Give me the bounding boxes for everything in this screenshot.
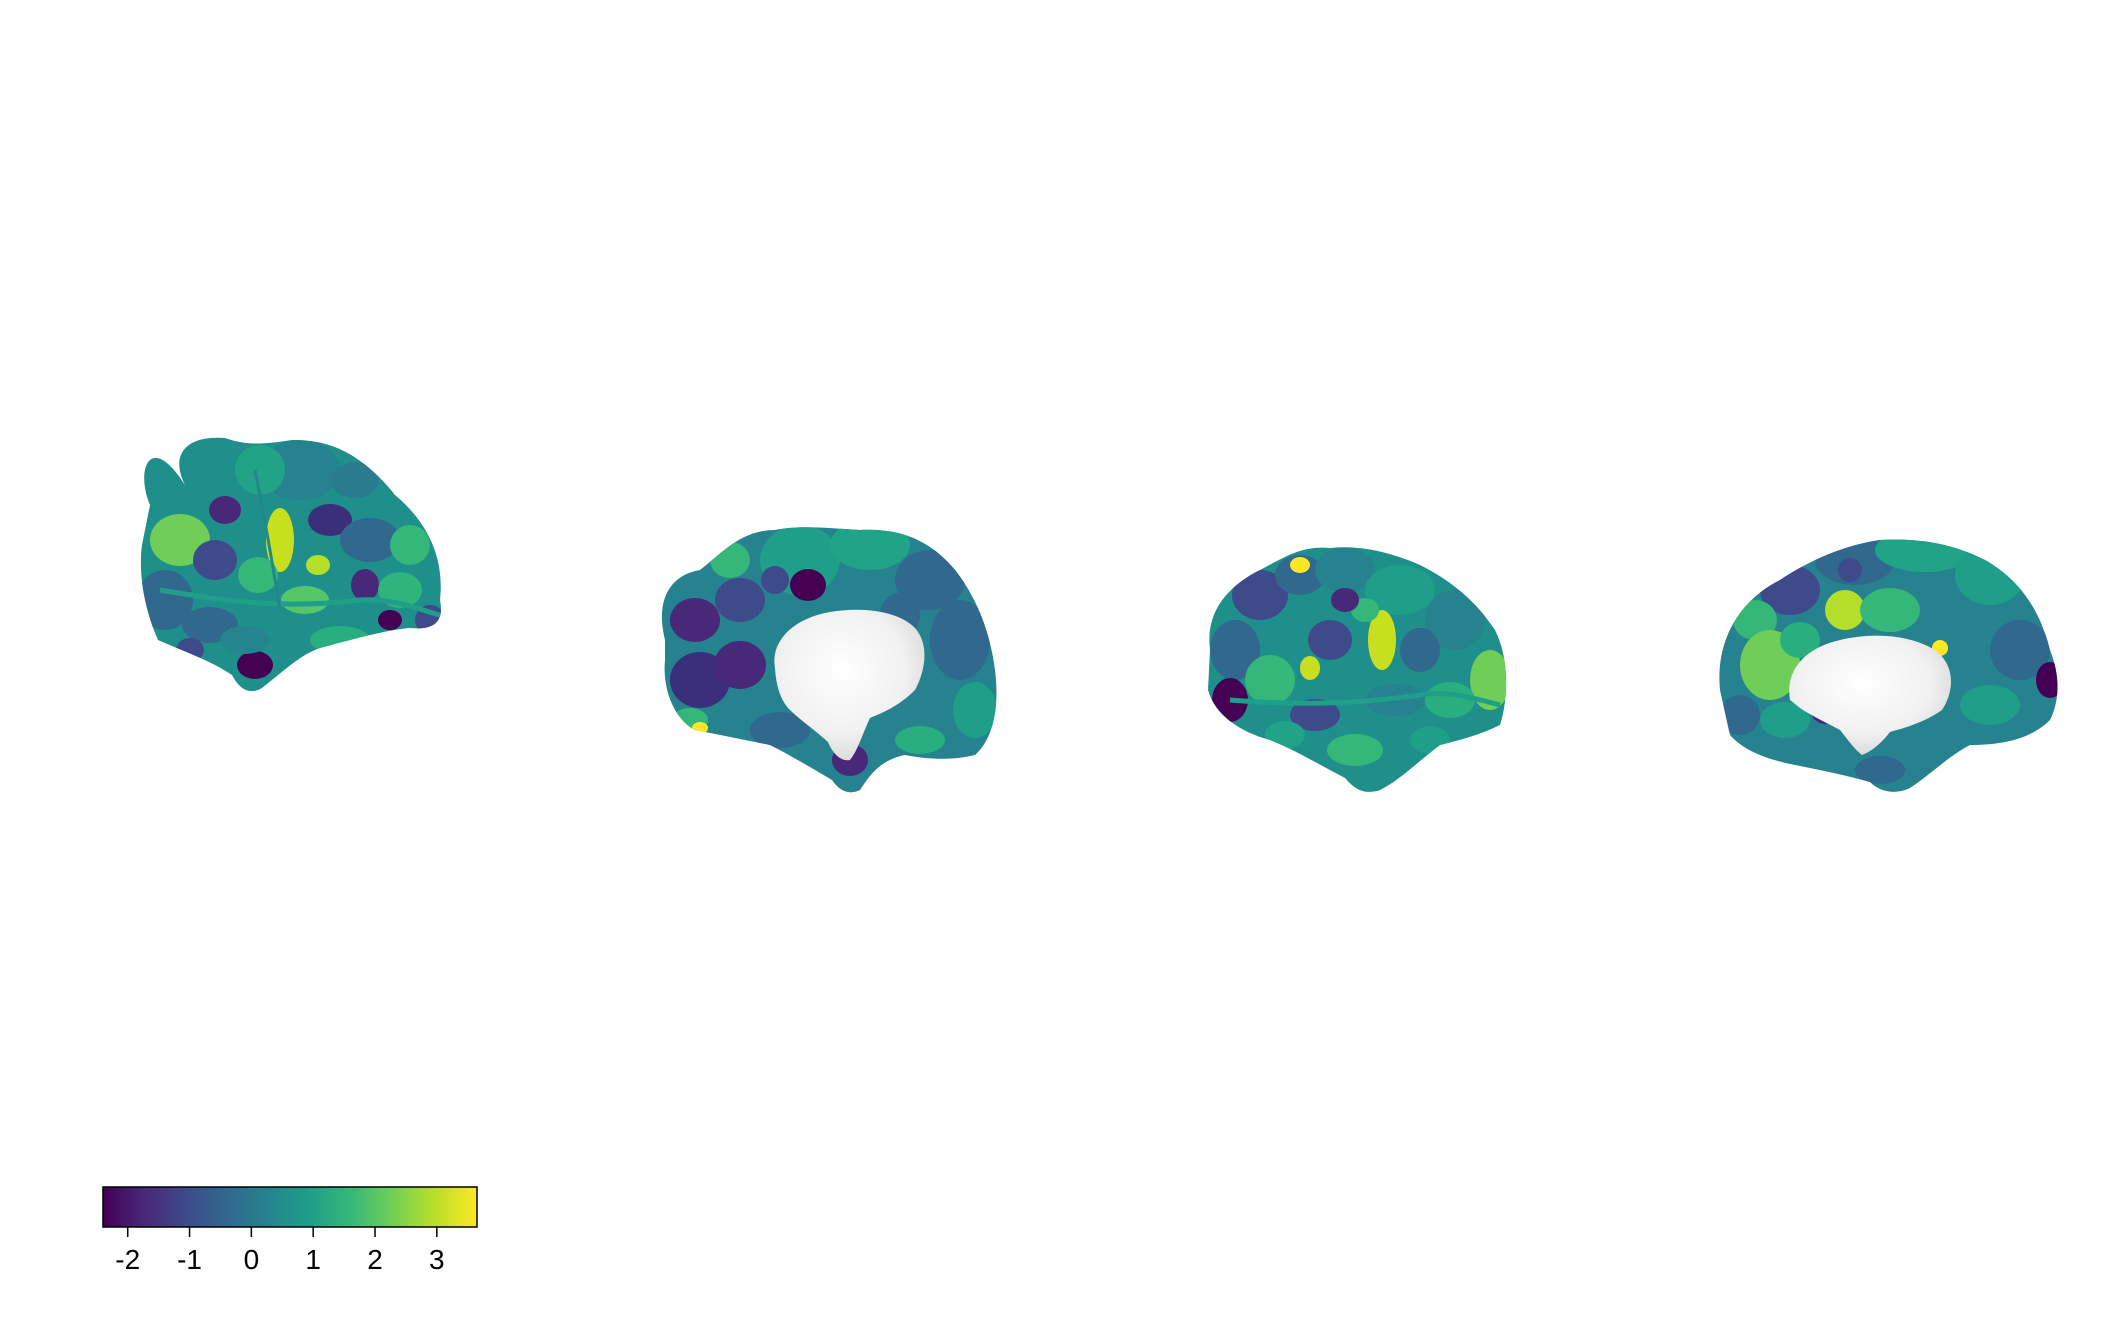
medial-wall — [1789, 635, 1952, 755]
colorbar-gradient — [102, 1186, 478, 1228]
colorbar: -2 -1 0 1 2 3 — [102, 1186, 478, 1275]
medial-wall — [774, 609, 925, 761]
colorbar-tick-label: 3 — [429, 1244, 445, 1275]
right-medial-view — [1719, 539, 2058, 792]
colorbar-tick-label: 0 — [244, 1244, 260, 1275]
colorbar-tick-label: 2 — [367, 1244, 383, 1275]
left-lateral-view — [140, 437, 441, 692]
colorbar-ticks: -2 -1 0 1 2 3 — [115, 1227, 445, 1275]
right-lateral-view — [1208, 547, 1507, 792]
colorbar-tick-label: 1 — [305, 1244, 321, 1275]
colorbar-tick-label: -2 — [115, 1244, 140, 1275]
left-medial-view — [661, 527, 997, 793]
colorbar-tick-label: -1 — [177, 1244, 202, 1275]
